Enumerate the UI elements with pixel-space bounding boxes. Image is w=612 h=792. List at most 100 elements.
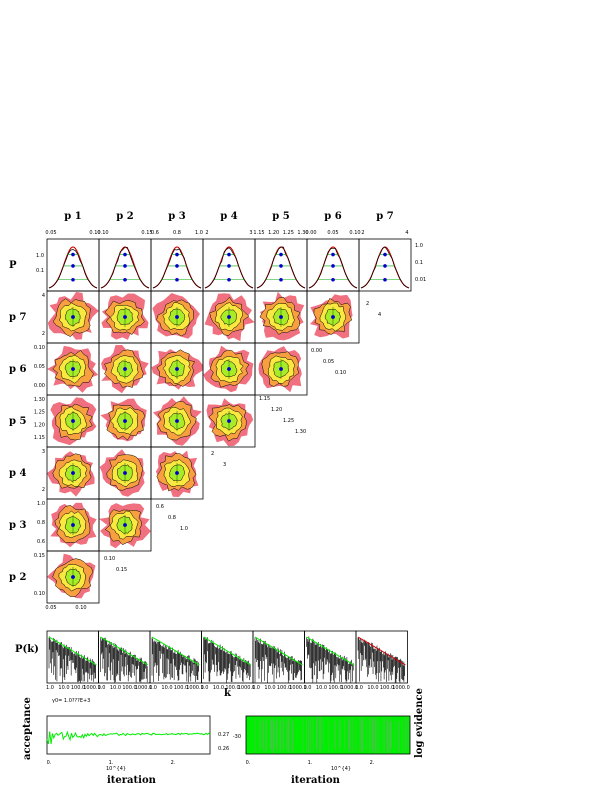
acceptance-xtick: 1. xyxy=(109,760,114,766)
pk-mean-curve xyxy=(48,636,97,666)
bestfit-marker xyxy=(175,315,179,319)
left-tick-p5-3: 1.30 xyxy=(34,397,45,403)
pk-xtick: 100.0 xyxy=(174,685,188,691)
marginal-frame-7 xyxy=(358,238,412,292)
joint-panel-r4-c1 xyxy=(98,446,152,500)
diag-tick-p7-1: 4 xyxy=(378,312,381,318)
row-label-3: p 5 xyxy=(9,416,26,427)
pk-mean-curve xyxy=(254,636,303,666)
joint-panel-r4-c2 xyxy=(150,446,204,500)
pk-xtick: 1000.0 xyxy=(289,685,307,691)
column-title-5: p 5 xyxy=(272,211,289,222)
joint-panel-r3-c0 xyxy=(46,394,100,448)
pk-xtick: 100.0 xyxy=(71,685,85,691)
pk-xtick: 10.0 xyxy=(213,685,224,691)
bestfit-marker xyxy=(227,367,231,371)
pk-xtick: 100.0 xyxy=(122,685,136,691)
marginal-marker-3-1 xyxy=(175,264,179,268)
bestfit-marker xyxy=(71,367,75,371)
pk-xtick: 100.0 xyxy=(328,685,342,691)
top-tick-p1-1: 0.10 xyxy=(89,230,100,236)
diag-tick-p3-2: 1.0 xyxy=(180,526,188,532)
bestfit-marker xyxy=(175,419,179,423)
diag-tick-p2-1: 0.15 xyxy=(116,567,127,573)
bestfit-marker xyxy=(175,471,179,475)
diag-tick-p2-0: 0.10 xyxy=(104,556,115,562)
left-tick-p3-2: 1.0 xyxy=(37,501,45,507)
top-tick-p2-1: 0.15 xyxy=(141,230,152,236)
top-tick-p3-1: 0.8 xyxy=(173,230,181,236)
marginal-marker-5-1 xyxy=(279,264,283,268)
marginal-marker-5-0 xyxy=(279,252,283,257)
acceptance-xexponent: 10^{4} xyxy=(106,766,126,772)
bestfit-marker xyxy=(71,419,75,423)
pk-mean-curve xyxy=(151,636,200,666)
joint-panel-r3-c1 xyxy=(98,394,152,448)
joint-panel-r3-c3 xyxy=(202,394,256,448)
column-title-3: p 3 xyxy=(168,211,185,222)
pk-xtick: 1000.0 xyxy=(135,685,153,691)
evidence-xtick: 1. xyxy=(308,760,313,766)
pk-xtick: 10.0 xyxy=(58,685,69,691)
marginal-marker-6-0 xyxy=(331,252,335,257)
marginal-histogram-1 xyxy=(48,249,98,289)
pk-mean-curve xyxy=(357,636,406,666)
joint-frame xyxy=(150,446,204,500)
column-title-1: p 1 xyxy=(64,211,81,222)
pk-xtick: 1.0 xyxy=(201,685,209,691)
acceptance-frame xyxy=(46,715,211,755)
top-tick-p3-2: 1.0 xyxy=(195,230,203,236)
bestfit-marker xyxy=(71,575,75,579)
left-tick-P-0: 1.0 xyxy=(36,253,44,259)
diag-tick-p6-0: 0.00 xyxy=(311,348,322,354)
joint-panel-r4-c0 xyxy=(46,446,100,500)
diag-tick-p7-0: 2 xyxy=(366,301,369,307)
bestfit-marker xyxy=(123,367,127,371)
joint-panel-r1-c2 xyxy=(150,290,204,344)
left-tick-p5-2: 1.25 xyxy=(34,410,45,416)
joint-panel-r1-c3 xyxy=(202,290,256,344)
diag-tick-p5-1: 1.20 xyxy=(271,407,282,413)
top-tick-p5-0: 1.15 xyxy=(253,230,264,236)
marginal-marker-3-0 xyxy=(175,252,179,257)
marginal-marker-6-1 xyxy=(331,264,335,268)
pk-xlabel: k xyxy=(224,688,232,699)
joint-panel-r2-c2 xyxy=(150,342,204,396)
marginal-marker-1-0 xyxy=(71,252,75,257)
top-tick-p6-2: 0.10 xyxy=(349,230,360,236)
row-label-5: p 3 xyxy=(9,520,26,531)
pk-xtick: 10.0 xyxy=(316,685,327,691)
diag-tick-p5-0: 1.15 xyxy=(259,396,270,402)
acceptance-xlabel: iteration xyxy=(107,775,157,786)
marginal-histogram-6 xyxy=(308,247,358,289)
marginal-marker-1-1 xyxy=(71,264,75,268)
joint-posterior-panels xyxy=(46,290,360,604)
acceptance-trace xyxy=(46,730,211,745)
top-tick-p6-0: 0.00 xyxy=(305,230,316,236)
column-title-4: p 4 xyxy=(220,211,237,222)
joint-frame xyxy=(46,550,100,604)
marginal-histogram-3 xyxy=(152,248,202,289)
top-tick-p3-0: 0.6 xyxy=(151,230,159,236)
left-tick-p3-1: 0.8 xyxy=(37,520,45,526)
left-tick-p2-1: 0.15 xyxy=(34,553,45,559)
pk-xtick: 1000.0 xyxy=(83,685,101,691)
left-tick-p6-0: 0.00 xyxy=(34,383,45,389)
pk-xtick: 1.0 xyxy=(149,685,157,691)
left-tick-p3-0: 0.6 xyxy=(37,539,45,545)
marginal-marker-6-2 xyxy=(331,277,335,282)
marginal-marker-7-2 xyxy=(383,277,387,282)
joint-frame xyxy=(202,394,256,448)
right-tick-P-2: 0.01 xyxy=(415,277,426,283)
diag-tick-p3-1: 0.8 xyxy=(168,515,176,521)
top-tick-p6-1: 0.05 xyxy=(327,230,338,236)
joint-panel-r5-c1 xyxy=(98,498,152,552)
pk-xtick: 1.0 xyxy=(252,685,260,691)
left-tick-p6-2: 0.10 xyxy=(34,345,45,351)
diag-tick-p5-2: 1.25 xyxy=(283,418,294,424)
pk-xtick: 100.0 xyxy=(380,685,394,691)
